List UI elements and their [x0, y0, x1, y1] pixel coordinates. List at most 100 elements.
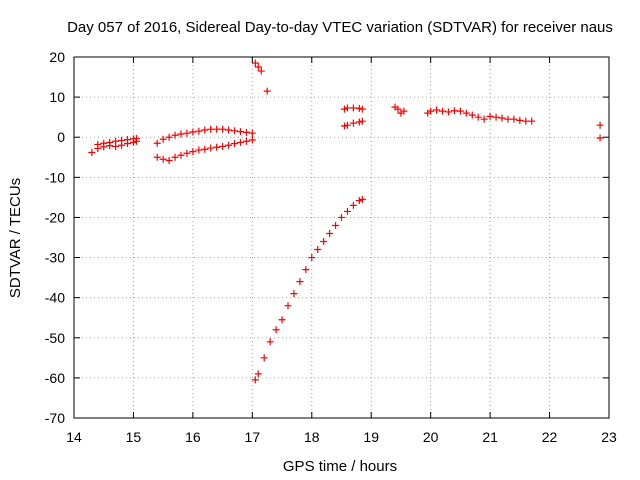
x-tick-label: 23	[601, 429, 617, 445]
data-point	[504, 115, 512, 123]
x-tick-label: 15	[126, 429, 142, 445]
data-point	[242, 137, 250, 145]
data-point	[314, 246, 322, 254]
data-point	[153, 139, 161, 147]
data-point	[522, 117, 530, 125]
data-point	[516, 116, 524, 124]
series-segment-h	[391, 103, 408, 117]
data-point	[242, 128, 250, 136]
data-point	[219, 125, 227, 133]
data-point	[189, 148, 197, 156]
x-tick-label: 18	[304, 429, 320, 445]
data-point	[358, 195, 366, 203]
y-tick-label: -10	[45, 169, 65, 185]
data-point	[153, 153, 161, 161]
data-point	[254, 370, 262, 378]
data-point	[433, 106, 441, 114]
data-point	[290, 290, 298, 298]
y-tick-label: 10	[49, 89, 65, 105]
data-point	[480, 115, 488, 123]
data-point	[124, 136, 131, 144]
x-axis-label: GPS time / hours	[283, 458, 397, 475]
data-point	[340, 122, 348, 130]
data-point	[171, 153, 179, 161]
x-tick-label: 22	[542, 429, 558, 445]
series-segment-i	[424, 106, 536, 125]
plot-frame	[73, 56, 610, 419]
data-point	[343, 121, 351, 129]
data-point	[349, 104, 357, 112]
data-point	[171, 131, 179, 139]
x-tick-label: 19	[363, 429, 379, 445]
axis-ticks: 14 15 16 17 18 19 20 21 22 23 -70 -60 -50 -40 -30 -20 -1…	[45, 49, 617, 445]
data-point	[462, 109, 470, 117]
data-point	[596, 121, 604, 129]
data-point	[254, 63, 262, 71]
data-point	[183, 129, 191, 137]
data-point	[528, 117, 536, 125]
x-tick-label: 14	[66, 429, 82, 445]
x-tick-label: 16	[185, 429, 201, 445]
y-tick-label: -40	[45, 290, 65, 306]
data-point	[207, 144, 215, 152]
data-point	[355, 118, 363, 126]
data-point	[492, 113, 500, 121]
data-point	[355, 197, 363, 205]
data-point	[201, 145, 209, 153]
data-point	[165, 133, 173, 141]
data-point	[251, 376, 259, 384]
data-point	[474, 113, 482, 121]
y-tick-label: -70	[45, 410, 65, 426]
data-point	[207, 125, 215, 133]
data-point	[225, 126, 233, 134]
data-point	[177, 151, 185, 159]
data-point	[358, 105, 366, 113]
y-tick-label: -50	[45, 330, 65, 346]
series-segment-f	[340, 104, 366, 113]
data-point	[510, 115, 518, 123]
data-point	[260, 354, 268, 362]
data-point	[596, 134, 604, 142]
data-point	[338, 213, 345, 221]
series-segment-a-upper	[94, 134, 140, 148]
y-tick-label: -60	[45, 370, 65, 386]
data-point	[326, 229, 334, 237]
data-point	[88, 148, 96, 156]
data-point	[284, 302, 292, 310]
y-tick-label: -20	[45, 209, 65, 225]
series-segment-d	[251, 59, 271, 95]
x-tick-label: 17	[245, 429, 261, 445]
data-point	[358, 117, 366, 125]
data-point	[468, 111, 476, 119]
data-point	[355, 104, 363, 112]
y-tick-label: -30	[45, 250, 65, 266]
data-point	[112, 137, 120, 145]
data-point	[183, 149, 191, 157]
data-point	[225, 141, 233, 149]
data-point	[248, 129, 256, 137]
series-segment-b	[153, 125, 256, 147]
data-point	[450, 107, 458, 115]
data-point	[394, 105, 402, 113]
data-point	[439, 107, 447, 115]
data-point	[320, 238, 328, 246]
data-point	[400, 107, 408, 115]
data-point	[266, 338, 274, 346]
data-point	[427, 107, 435, 115]
data-point	[349, 201, 357, 209]
data-point	[343, 207, 351, 215]
x-tick-label: 21	[482, 429, 498, 445]
data-point	[263, 87, 271, 95]
data-point	[343, 104, 351, 112]
series-segment-g	[340, 117, 366, 130]
y-tick-label: 20	[49, 49, 65, 65]
series-segment-j	[596, 121, 604, 142]
series-segment-c	[153, 136, 256, 164]
data-point	[498, 114, 506, 122]
data-point	[257, 67, 265, 75]
x-tick-label: 20	[423, 429, 439, 445]
data-point	[94, 140, 102, 148]
data-point	[278, 316, 286, 324]
data-point	[195, 127, 203, 135]
